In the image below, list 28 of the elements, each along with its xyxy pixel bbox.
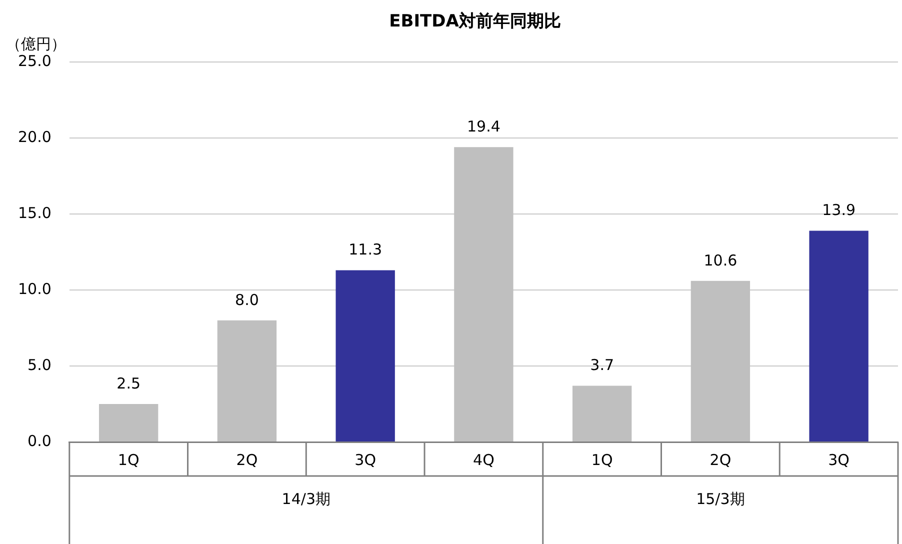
y-tick-label: 20.0 — [18, 128, 52, 146]
y-tick-label: 5.0 — [28, 356, 52, 374]
x-tick-label: 2Q — [236, 450, 258, 469]
data-label: 11.3 — [348, 240, 382, 259]
data-label: 3.7 — [590, 356, 614, 374]
x-tick-label: 3Q — [354, 450, 376, 469]
y-axis-title: （億円） — [6, 34, 66, 53]
x-tick-label: 4Q — [473, 450, 494, 469]
data-label: 8.0 — [235, 290, 259, 309]
x-tick-label: 2Q — [710, 450, 732, 469]
y-tick-label: 25.0 — [18, 52, 52, 70]
text: 15/3期 — [696, 490, 745, 508]
data-label: 10.6 — [704, 251, 738, 270]
y-tick-label: 0.0 — [28, 432, 52, 450]
x-tick-label: 1Q — [118, 450, 140, 469]
y-tick-label: 15.0 — [18, 204, 52, 222]
data-label: 19.4 — [466, 118, 500, 136]
x-tick-label: 3Q — [828, 450, 850, 469]
bar — [809, 230, 868, 442]
data-label: 13.9 — [822, 201, 856, 220]
bar — [98, 404, 158, 442]
bar — [572, 386, 632, 442]
text: 14/3期 — [282, 490, 330, 508]
chart-title: EBITDA対前年同期比 — [389, 11, 561, 32]
y-tick-label: 10.0 — [18, 280, 52, 298]
data-label: 2.5 — [116, 374, 141, 392]
bar — [336, 270, 395, 442]
x-tick-label: 1Q — [591, 450, 613, 469]
